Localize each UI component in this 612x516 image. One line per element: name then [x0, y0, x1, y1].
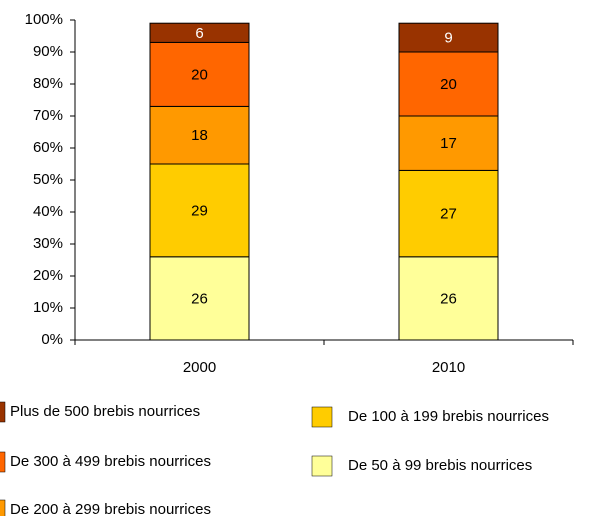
data-label: 9	[444, 30, 452, 47]
data-label: 6	[195, 25, 203, 42]
legend-label: De 50 à 99 brebis nourrices	[348, 457, 532, 474]
bar-segment	[149, 256, 250, 341]
y-tick-label: 30%	[33, 235, 63, 252]
y-tick-label: 100%	[25, 11, 63, 28]
y-tick-label: 0%	[41, 331, 63, 348]
y-tick-label: 90%	[33, 43, 63, 60]
legend-label: De 200 à 299 brebis nourrices	[10, 501, 211, 516]
bar-segment	[398, 169, 499, 258]
data-label: 17	[440, 135, 457, 152]
data-label: 20	[440, 76, 457, 93]
legend-label: De 300 à 499 brebis nourrices	[10, 453, 211, 470]
y-tick-label: 60%	[33, 139, 63, 156]
y-tick-label: 40%	[33, 203, 63, 220]
bar-segment	[149, 41, 250, 107]
legend-label: De 100 à 199 brebis nourrices	[348, 408, 549, 425]
legend-swatch	[311, 455, 333, 477]
legend-swatch	[0, 401, 6, 423]
bar-segment	[149, 163, 250, 258]
bar-segment	[149, 22, 250, 43]
y-tick-label: 70%	[33, 107, 63, 124]
bar-segment	[398, 115, 499, 171]
x-tick-label: 2010	[432, 359, 465, 376]
y-tick-label: 80%	[33, 75, 63, 92]
legend-swatch	[311, 406, 333, 428]
y-tick-label: 10%	[33, 299, 63, 316]
data-label: 26	[191, 290, 208, 307]
bar-segment	[149, 105, 250, 165]
y-tick-label: 50%	[33, 171, 63, 188]
data-label: 26	[440, 290, 457, 307]
y-tick-label: 20%	[33, 267, 63, 284]
bar-segment	[398, 256, 499, 341]
data-label: 27	[440, 206, 457, 223]
x-tick-label: 2000	[183, 359, 216, 376]
data-label: 20	[191, 66, 208, 83]
bar-segment	[398, 22, 499, 53]
data-label: 18	[191, 127, 208, 144]
bar-segment	[398, 51, 499, 117]
legend-swatch	[0, 451, 6, 473]
legend-label: Plus de 500 brebis nourrices	[10, 403, 200, 420]
legend-swatch	[0, 499, 6, 516]
data-label: 29	[191, 202, 208, 219]
